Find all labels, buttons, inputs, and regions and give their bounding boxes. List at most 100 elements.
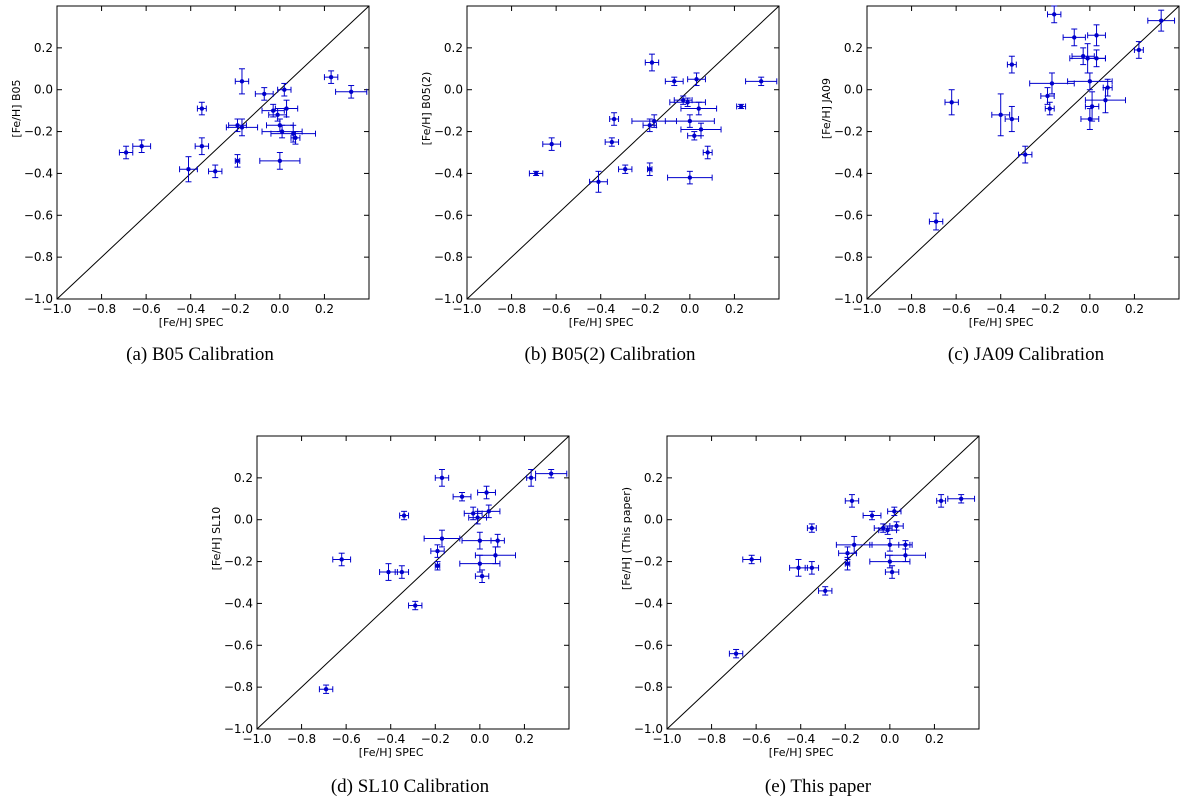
x-tick-label: −0.6	[332, 732, 361, 746]
point-marker	[339, 557, 344, 562]
data-point	[1071, 47, 1095, 66]
x-tick-label: 0.0	[470, 732, 489, 746]
y-tick-label: −0.6	[434, 208, 463, 222]
scatter-plot-a: −1.0−1.0 −0.8 −0.8 −0.6 −0.6 −0.4 −0.4 −0.2 −0.2…	[10, 5, 370, 329]
point-marker	[705, 150, 710, 155]
y-tick-label: −0.2	[634, 555, 663, 569]
point-marker	[1009, 62, 1015, 67]
data-point	[468, 510, 488, 525]
point-marker	[348, 89, 354, 95]
point-marker	[938, 498, 944, 504]
point-marker	[235, 123, 240, 128]
point-marker	[199, 106, 205, 111]
x-tick-label: −0.6	[942, 302, 971, 316]
x-tick-label: −1.0	[452, 302, 481, 316]
point-marker	[293, 135, 298, 141]
point-marker	[459, 494, 465, 499]
data-point	[274, 99, 299, 118]
data-point	[459, 554, 501, 573]
data-point	[1047, 5, 1062, 24]
x-tick-label: −0.2	[1031, 302, 1060, 316]
x-tick-label: −0.8	[87, 302, 116, 316]
point-marker	[1052, 12, 1057, 17]
point-marker	[282, 87, 287, 92]
point-marker	[694, 77, 699, 82]
point-marker	[1094, 33, 1099, 38]
x-tick-label: −1.0	[652, 732, 681, 746]
scatter-plot-e: −1.0−1.0 −0.8 −0.8 −0.6 −0.6 −0.4 −0.4 −0.2 −0.2…	[620, 435, 980, 759]
y-tick-label: −0.4	[434, 166, 463, 180]
data-point	[728, 648, 744, 659]
caption-c: (c) JA09 Calibration	[947, 344, 1105, 365]
data-point	[862, 510, 882, 521]
y-tick-label: −0.2	[24, 125, 53, 139]
x-tick-label: −0.6	[132, 302, 161, 316]
data-point	[332, 552, 352, 567]
point-marker	[958, 496, 964, 501]
point-marker	[323, 687, 329, 692]
point-marker	[889, 569, 895, 575]
point-marker	[809, 525, 815, 531]
point-marker	[284, 106, 289, 111]
x-tick-label: 0.2	[725, 302, 744, 316]
data-point	[680, 122, 722, 137]
x-tick-label: −0.2	[421, 732, 450, 746]
point-marker	[528, 475, 534, 481]
data-point	[225, 118, 259, 137]
point-marker	[998, 112, 1003, 118]
x-tick-label: −0.6	[542, 302, 571, 316]
panel-b: −1.0 −1.0 −0.8 −0.8 −0.6 −0.6 −0.4 −0.4 −0.2 −0.2…	[410, 0, 800, 330]
data-point	[196, 101, 207, 116]
point-marker	[235, 158, 240, 164]
y-tick-label: 0.2	[234, 471, 253, 485]
data-point	[642, 118, 657, 133]
plot-frame	[866, 5, 1180, 300]
x-axis-label: [Fe/H] SPEC	[569, 316, 634, 329]
point-marker	[949, 100, 954, 105]
point-marker	[887, 559, 893, 564]
x-tick-label: −0.6	[742, 732, 771, 746]
point-marker	[186, 167, 191, 172]
data-point	[290, 131, 301, 145]
point-marker	[262, 91, 267, 97]
caption-a: (a) B05 Calibration	[126, 344, 274, 365]
plot-frame	[256, 435, 570, 730]
y-tick-label: −0.8	[834, 250, 863, 264]
point-marker	[845, 551, 850, 556]
data-point	[745, 76, 778, 87]
point-marker	[698, 127, 704, 132]
data-point	[259, 152, 301, 170]
point-marker	[1009, 116, 1015, 122]
y-tick-label: −0.8	[224, 680, 253, 694]
y-tick-label: 0.2	[444, 41, 463, 55]
data-point	[261, 103, 285, 118]
data-point	[936, 494, 947, 508]
data-point	[1080, 108, 1100, 130]
caption-e: (e) This paper	[764, 776, 872, 797]
panel-a: −1.0 −1.0 −0.8 −0.8 −0.6 −0.6 −0.4 −0.4 −0.2 −0.2…	[0, 0, 390, 330]
point-marker	[328, 74, 334, 80]
point-marker	[903, 553, 908, 558]
x-tick-label: 0.2	[1125, 302, 1144, 316]
data-point	[430, 544, 445, 558]
identity-line	[666, 435, 980, 730]
y-tick-label: −1.0	[224, 722, 253, 736]
point-marker	[533, 171, 539, 176]
data-point	[687, 72, 706, 87]
point-marker	[894, 523, 899, 529]
scatter-plot-b: −1.0−1.0 −0.8 −0.8 −0.6 −0.6 −0.4 −0.4 −0.2 −0.2…	[420, 5, 780, 329]
y-tick-label: −0.4	[224, 596, 253, 610]
y-tick-label: −1.0	[634, 722, 663, 736]
y-axis-label: [Fe/H] JA09	[820, 78, 833, 139]
y-tick-label: 0.0	[234, 513, 253, 527]
data-point	[887, 506, 902, 517]
x-tick-label: −1.0	[42, 302, 71, 316]
point-marker	[733, 651, 739, 656]
point-marker	[796, 565, 801, 571]
data-point	[208, 164, 223, 179]
y-tick-label: 0.0	[644, 513, 663, 527]
point-marker	[270, 108, 276, 113]
y-tick-label: −0.4	[834, 166, 863, 180]
y-tick-label: 0.2	[644, 471, 663, 485]
data-point	[664, 114, 715, 128]
